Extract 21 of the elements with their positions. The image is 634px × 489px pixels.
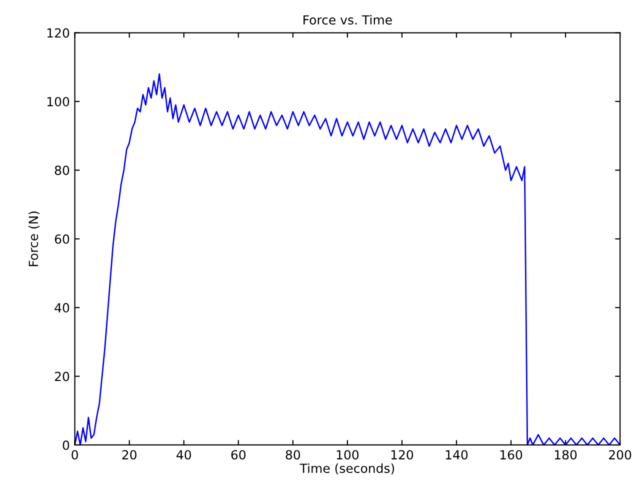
x-axis-title: Time (seconds)	[300, 463, 394, 474]
y-tick-label: 80	[54, 166, 70, 176]
y-tick-label: 120	[47, 28, 70, 38]
x-tick-label: 200	[609, 450, 632, 460]
x-tick-label: 80	[286, 450, 300, 460]
y-tick-label: 100	[47, 96, 70, 106]
x-tick-label: 140	[446, 450, 468, 460]
chart-title: Force vs. Time	[304, 14, 392, 25]
y-axis-title: Force (N)	[28, 212, 40, 266]
y-tick-label: 20	[54, 372, 70, 382]
y-tick-label: 40	[54, 303, 70, 313]
x-tick-label: 100	[336, 450, 359, 460]
x-tick-label: 180	[554, 450, 577, 460]
x-tick-label: 0	[72, 450, 78, 460]
x-tick-label: 40	[176, 450, 191, 460]
y-tick-label: 0	[62, 440, 70, 450]
y-tick-label: 60	[54, 234, 70, 244]
x-tick-label: 160	[500, 450, 522, 460]
x-tick-label: 20	[122, 450, 136, 460]
x-tick-label: 60	[231, 450, 246, 460]
x-tick-label: 120	[391, 450, 414, 460]
